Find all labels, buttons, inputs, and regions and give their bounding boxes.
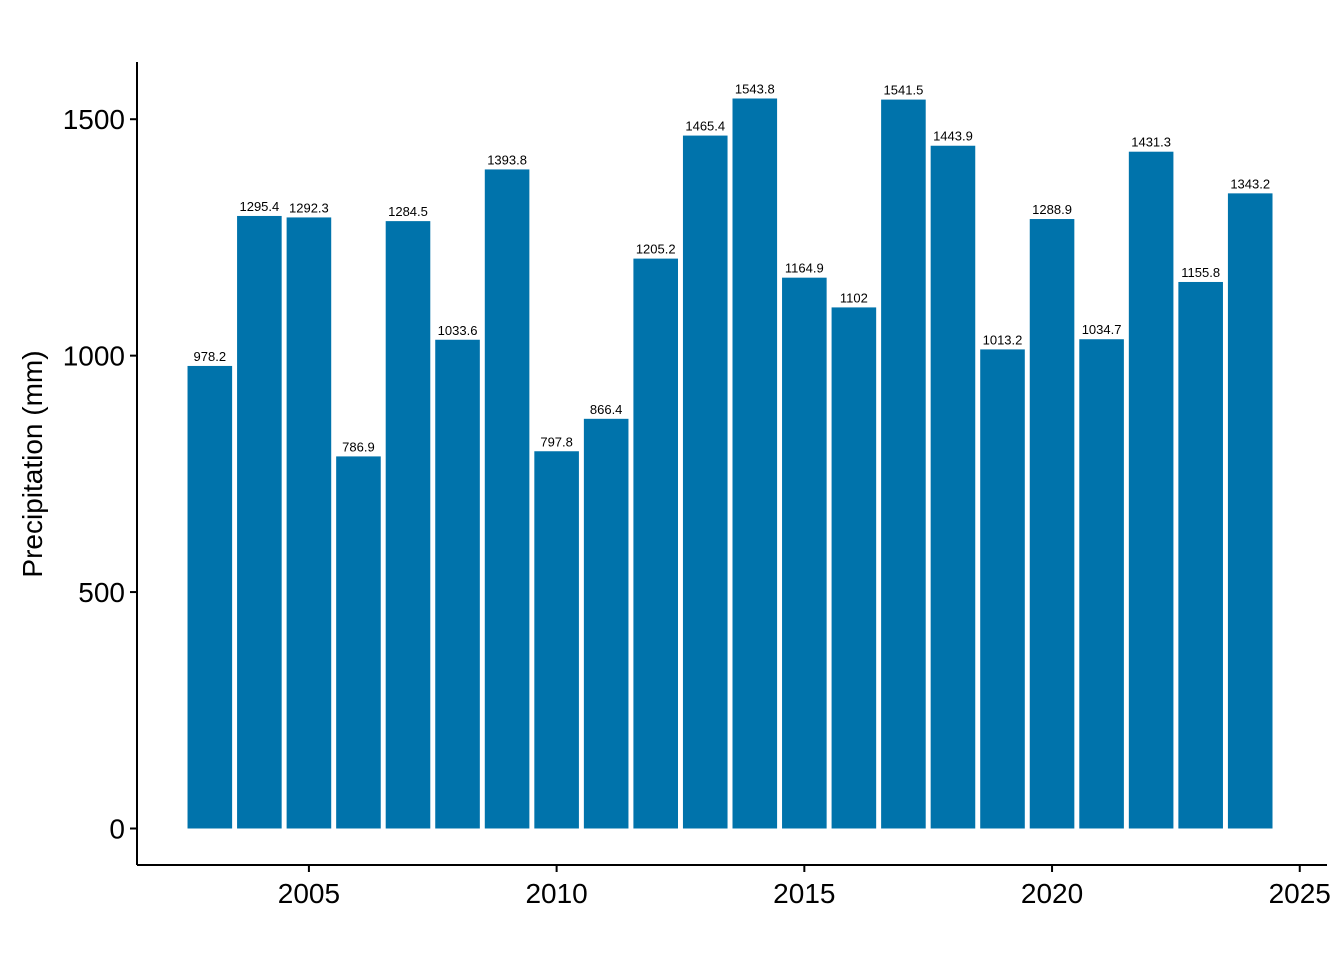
bar-2005 bbox=[286, 217, 332, 829]
bar-2019 bbox=[980, 349, 1025, 829]
bar-2009 bbox=[484, 169, 530, 829]
bar-2010 bbox=[534, 451, 579, 829]
y-tick-label-1000: 1000 bbox=[63, 341, 125, 372]
data-label-2010: 797.8 bbox=[540, 434, 573, 449]
data-label-2005: 1292.3 bbox=[289, 200, 329, 215]
bar-2016 bbox=[831, 307, 877, 829]
bar-2003 bbox=[187, 365, 233, 829]
y-axis-title: Precipitation (mm) bbox=[17, 350, 48, 577]
bar-2020 bbox=[1029, 219, 1075, 829]
bar-2012 bbox=[633, 258, 678, 829]
bar-2006 bbox=[336, 456, 381, 829]
bar-2007 bbox=[385, 221, 431, 829]
x-tick-label-2015: 2015 bbox=[773, 878, 835, 909]
bar-2008 bbox=[435, 339, 480, 829]
x-tick-label-2005: 2005 bbox=[278, 878, 340, 909]
bar-2011 bbox=[583, 418, 629, 829]
data-label-2020: 1288.9 bbox=[1032, 202, 1072, 217]
data-label-2013: 1465.4 bbox=[685, 119, 725, 134]
data-labels-group: 978.2 1295.4 1292.3 786.9 1284.5 1033.6 1393.8… bbox=[194, 82, 1271, 455]
bar-2024 bbox=[1227, 193, 1273, 829]
data-label-2014: 1543.8 bbox=[735, 82, 775, 97]
bars-group bbox=[187, 98, 1273, 829]
data-label-2015: 1164.9 bbox=[785, 261, 824, 276]
data-label-2007: 1284.5 bbox=[388, 204, 428, 219]
x-tick-label-2010: 2010 bbox=[525, 878, 587, 909]
data-label-2011: 866.4 bbox=[590, 402, 623, 417]
data-label-2004: 1295.4 bbox=[239, 199, 279, 214]
bar-2004 bbox=[237, 215, 282, 829]
y-tick-label-500: 500 bbox=[78, 577, 125, 608]
x-axis: 2005 2010 2015 2020 2025 bbox=[137, 864, 1331, 909]
bar-2023 bbox=[1178, 281, 1223, 829]
data-label-2016: 1102 bbox=[840, 290, 868, 305]
bar-2013 bbox=[682, 135, 728, 829]
y-tick-label-0: 0 bbox=[109, 813, 125, 844]
data-label-2012: 1205.2 bbox=[636, 242, 676, 257]
bar-2014 bbox=[732, 98, 778, 829]
x-tick-label-2020: 2020 bbox=[1021, 878, 1083, 909]
x-tick-label-2025: 2025 bbox=[1269, 878, 1331, 909]
data-label-2019: 1013.2 bbox=[983, 332, 1023, 347]
bar-2017 bbox=[881, 99, 926, 829]
bar-2021 bbox=[1079, 339, 1124, 829]
y-tick-label-1500: 1500 bbox=[63, 104, 125, 135]
data-label-2003: 978.2 bbox=[194, 349, 227, 364]
data-label-2023: 1155.8 bbox=[1181, 265, 1220, 280]
data-label-2017: 1541.5 bbox=[884, 83, 924, 98]
y-axis: 0 500 1000 1500 bbox=[63, 62, 138, 865]
bar-2018 bbox=[930, 145, 976, 829]
data-label-2009: 1393.8 bbox=[487, 152, 527, 167]
data-label-2008: 1033.6 bbox=[438, 323, 478, 338]
data-label-2022: 1431.3 bbox=[1131, 135, 1171, 150]
data-label-2024: 1343.2 bbox=[1230, 176, 1270, 191]
data-label-2006: 786.9 bbox=[342, 439, 375, 454]
bar-2015 bbox=[782, 277, 827, 829]
bar-2022 bbox=[1128, 151, 1174, 829]
data-label-2018: 1443.9 bbox=[933, 129, 973, 144]
data-label-2021: 1034.7 bbox=[1082, 322, 1122, 337]
